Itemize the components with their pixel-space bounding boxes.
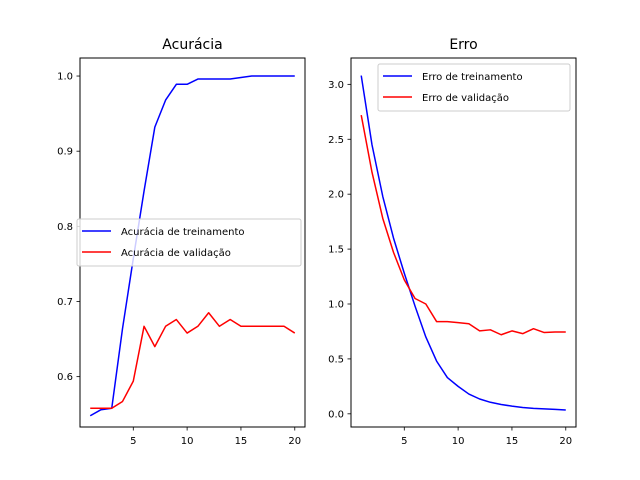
y-tick-label: 0.6 [57, 372, 73, 383]
legend-label-training: Erro de treinamento [422, 72, 523, 83]
y-tick-label: 2.0 [328, 190, 344, 201]
x-tick-label: 15 [235, 436, 248, 447]
accuracy-chart: Acurácia 5 10 15 20 0.6 0.7 0.8 0.9 1.0 Acurácia… [57, 37, 306, 447]
y-tick-label: 1.0 [328, 300, 344, 311]
axes: 5 10 15 20 0.6 0.7 0.8 0.9 1.0 [57, 72, 301, 447]
series-line-training [89, 75, 295, 417]
chart-title: Erro [449, 37, 477, 53]
legend-label-validation: Acurácia de validação [121, 247, 231, 259]
legend-box [377, 63, 571, 112]
x-tick-label: 10 [452, 436, 465, 447]
plot-area [360, 75, 566, 411]
legend-box [76, 218, 302, 267]
x-tick-label: 5 [130, 436, 136, 447]
y-tick-label: 0.5 [328, 354, 344, 365]
y-tick-label: 1.5 [328, 245, 344, 256]
x-tick-label: 15 [506, 436, 519, 447]
legend: Erro de treinamento Erro de validação [377, 63, 571, 112]
y-tick-label: 0.0 [328, 409, 344, 420]
chart-title: Acurácia [162, 37, 222, 53]
legend-label-training: Acurácia de treinamento [121, 226, 244, 238]
axes-frame [350, 57, 577, 428]
axes: 5 10 15 20 0.0 0.5 1.0 1.5 2.0 2.5 3.0 [328, 80, 572, 447]
series-line-validation [90, 312, 296, 409]
y-tick-label: 0.9 [57, 147, 73, 158]
x-tick-label: 10 [181, 436, 194, 447]
series-line-validation [360, 114, 566, 336]
legend: Acurácia de treinamento Acurácia de vali… [76, 218, 302, 267]
y-tick-label: 0.8 [57, 222, 73, 233]
series-line-training [360, 75, 566, 411]
legend-label-validation: Erro de validação [422, 93, 509, 104]
y-tick-label: 2.5 [328, 135, 344, 146]
y-tick-label: 0.7 [57, 297, 73, 308]
y-tick-label: 3.0 [328, 80, 344, 91]
x-tick-label: 5 [401, 436, 407, 447]
y-tick-label: 1.0 [57, 72, 73, 83]
x-tick-label: 20 [559, 436, 572, 447]
error-chart: Erro 5 10 15 20 0.0 0.5 1.0 1.5 2.0 2.5 3.0 Erro d… [328, 37, 577, 447]
plot-area [89, 75, 296, 417]
x-tick-label: 20 [288, 436, 301, 447]
